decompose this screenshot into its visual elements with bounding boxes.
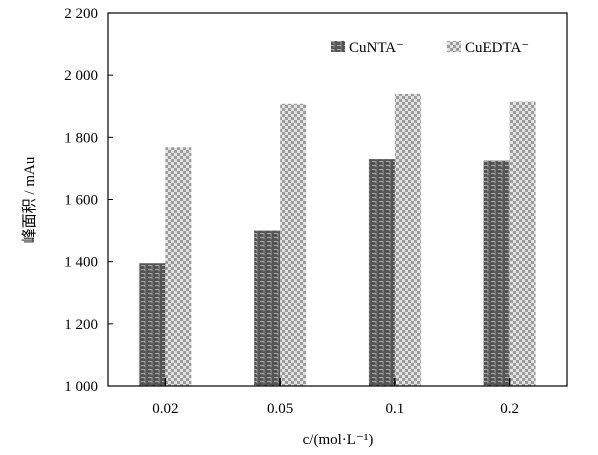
legend: CuNTA⁻ CuEDTA⁻ bbox=[331, 40, 529, 56]
legend-label-cuedta: CuEDTA⁻ bbox=[465, 40, 529, 56]
y-tick-label: 1 600 bbox=[64, 193, 98, 209]
y-axis: 1 000 1 200 1 400 1 600 1 800 2 000 2 200 bbox=[64, 6, 113, 395]
x-axis-title: c/(mol·L⁻¹) bbox=[303, 432, 374, 448]
bar-cunta-0_2 bbox=[483, 160, 510, 386]
legend-swatch-cuedta bbox=[447, 41, 461, 52]
y-tick-label: 1 200 bbox=[64, 317, 98, 333]
x-tick-label: 0.2 bbox=[500, 401, 519, 417]
bar-cuedta-0_2 bbox=[509, 101, 536, 387]
y-tick-label: 2 000 bbox=[64, 68, 98, 84]
bar-cuedta-0_1 bbox=[394, 93, 421, 387]
legend-label-cunta: CuNTA⁻ bbox=[349, 40, 404, 56]
x-axis: 0.02 0.05 0.1 0.2 bbox=[152, 378, 519, 417]
legend-swatch-cunta bbox=[331, 41, 345, 52]
x-tick-label: 0.1 bbox=[386, 401, 405, 417]
bar-cunta-0_05 bbox=[254, 230, 281, 386]
bars-group bbox=[139, 93, 536, 387]
bar-cuedta-0_02 bbox=[165, 147, 192, 386]
y-tick-label: 1 400 bbox=[64, 255, 98, 271]
bar-cunta-0_02 bbox=[139, 263, 166, 386]
y-tick-label: 2 200 bbox=[64, 6, 98, 22]
x-tick-label: 0.02 bbox=[152, 401, 178, 417]
bar-cunta-0_1 bbox=[368, 159, 395, 386]
y-axis-title: 峰面积 / mAu bbox=[21, 156, 38, 243]
y-tick-label: 1 800 bbox=[64, 130, 98, 146]
y-tick-label: 1 000 bbox=[64, 379, 98, 395]
bar-cuedta-0_05 bbox=[280, 103, 307, 386]
x-tick-label: 0.05 bbox=[267, 401, 293, 417]
